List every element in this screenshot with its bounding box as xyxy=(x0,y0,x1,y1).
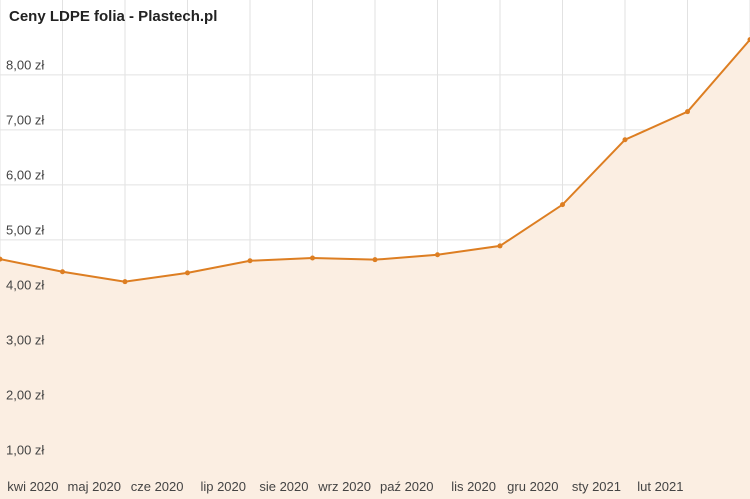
point xyxy=(622,137,628,143)
y-tick-label: 2,00 zł xyxy=(6,387,44,402)
y-tick-label: 1,00 zł xyxy=(6,442,44,457)
chart-title: Ceny LDPE folia - Plastech.pl xyxy=(9,8,217,25)
point xyxy=(60,269,65,275)
x-tick-label: gru 2020 xyxy=(507,479,559,494)
area xyxy=(0,39,750,499)
x-tick-label: lis 2020 xyxy=(451,479,496,494)
x-tick-label: maj 2020 xyxy=(67,479,121,494)
x-tick-label: sty 2021 xyxy=(571,479,621,494)
x-tick-label: sie 2020 xyxy=(259,479,309,494)
point xyxy=(247,258,253,264)
x-tick-label: lut 2021 xyxy=(637,479,684,494)
x-tick-label: paź 2020 xyxy=(380,479,434,494)
point xyxy=(685,109,690,115)
y-tick-label: 3,00 zł xyxy=(6,332,44,347)
point xyxy=(372,257,378,263)
point xyxy=(497,243,503,249)
point xyxy=(122,279,128,285)
x-tick-label: wrz 2020 xyxy=(318,479,371,494)
y-tick-label: 7,00 zł xyxy=(6,112,44,127)
point xyxy=(0,256,3,262)
point xyxy=(747,37,750,43)
point xyxy=(185,270,190,276)
x-tick-label: kwi 2020 xyxy=(7,479,59,494)
y-tick-label: 5,00 zł xyxy=(6,222,44,237)
x-tick-label: lip 2020 xyxy=(200,479,246,494)
point xyxy=(435,252,440,258)
point xyxy=(310,255,315,261)
y-tick-label: 6,00 zł xyxy=(6,167,44,182)
y-tick-label: 8,00 zł xyxy=(6,57,44,72)
y-tick-label: 4,00 zł xyxy=(6,277,44,292)
x-tick-label: cze 2020 xyxy=(130,479,184,494)
point xyxy=(560,202,565,208)
